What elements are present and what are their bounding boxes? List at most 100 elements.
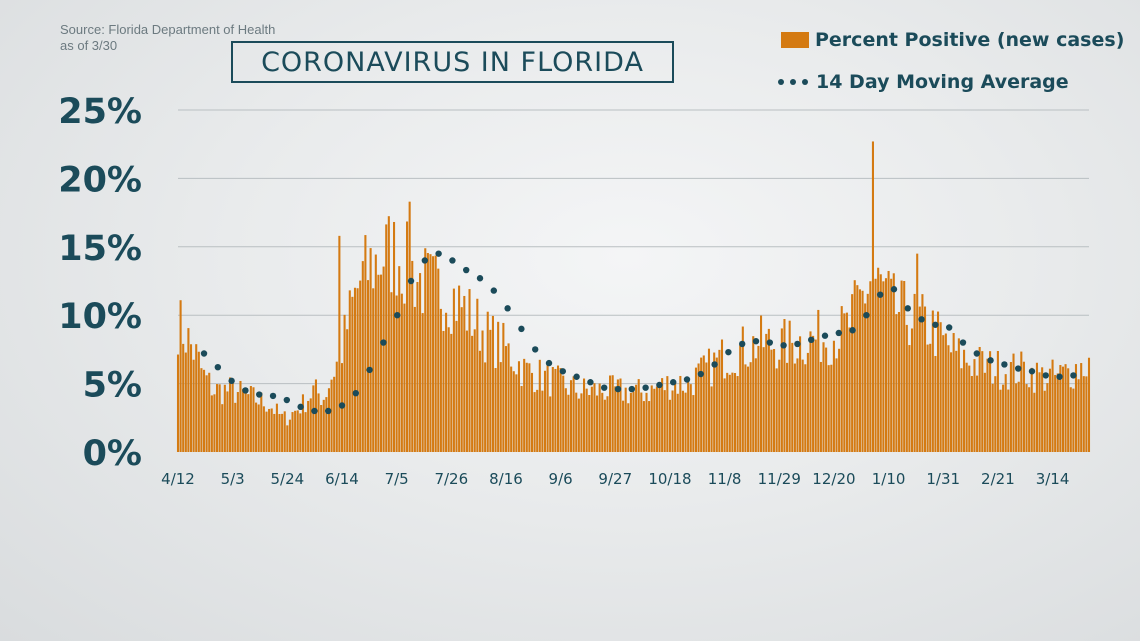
bar	[406, 221, 409, 452]
moving-average-point	[463, 266, 470, 274]
bar	[806, 352, 809, 452]
x-tick-label: 8/16	[489, 470, 523, 488]
moving-average-point	[242, 387, 249, 394]
bar	[679, 375, 682, 452]
bar	[681, 390, 684, 452]
bar	[827, 365, 830, 452]
bar	[486, 311, 489, 452]
bar	[1009, 362, 1012, 452]
bar	[390, 292, 393, 452]
bar	[471, 335, 474, 452]
bar	[200, 368, 203, 452]
bar	[593, 383, 596, 452]
bar	[393, 221, 396, 452]
bar	[296, 410, 299, 452]
bar	[236, 392, 239, 452]
bar	[684, 392, 687, 452]
bar	[934, 355, 937, 452]
moving-average-point	[366, 366, 373, 374]
bar	[283, 411, 286, 452]
bar	[996, 350, 999, 452]
bar	[994, 376, 997, 452]
moving-average-point	[1070, 372, 1077, 379]
bar	[960, 368, 963, 452]
bar	[830, 364, 833, 452]
bar	[184, 352, 187, 452]
bar	[226, 391, 229, 452]
bar	[812, 335, 815, 452]
bar	[374, 254, 377, 452]
bar	[689, 384, 692, 452]
bar	[1022, 361, 1025, 452]
bar	[208, 372, 211, 452]
bar	[939, 322, 942, 452]
moving-average-point	[435, 250, 442, 257]
bar	[856, 285, 859, 452]
bar	[936, 311, 940, 452]
bar	[887, 270, 890, 452]
moving-average-point	[338, 402, 346, 409]
bar	[437, 268, 440, 452]
bar	[957, 338, 960, 452]
bar	[799, 336, 802, 452]
bar	[382, 266, 385, 452]
bar	[616, 379, 619, 452]
x-tick-label: 10/18	[648, 470, 691, 488]
bar	[221, 404, 224, 452]
bar	[301, 394, 304, 452]
x-tick-label: 9/6	[549, 470, 573, 488]
bar	[718, 349, 721, 452]
bar	[931, 310, 934, 452]
bar	[835, 358, 838, 452]
bar	[674, 382, 677, 452]
bar	[351, 296, 354, 452]
bar	[663, 390, 666, 452]
bar	[580, 393, 583, 452]
moving-average-point	[959, 339, 967, 346]
bar	[1067, 368, 1070, 452]
moving-average-point	[283, 396, 291, 404]
moving-average-point	[766, 339, 773, 346]
bar-series	[176, 141, 1091, 452]
moving-average-point	[628, 385, 636, 393]
bar	[192, 359, 195, 452]
bar	[497, 321, 500, 452]
bar	[273, 413, 276, 452]
bar	[1082, 376, 1085, 452]
bar	[432, 256, 435, 452]
bar	[773, 349, 776, 452]
bar	[210, 395, 213, 452]
bar	[278, 414, 281, 452]
moving-average-point	[890, 286, 898, 293]
bar	[720, 339, 724, 452]
bar	[413, 306, 416, 452]
bar	[1035, 362, 1038, 452]
y-tick-label: 0%	[83, 434, 142, 474]
bar	[723, 378, 726, 452]
bar	[491, 315, 494, 452]
y-tick-label: 15%	[58, 229, 142, 269]
moving-average-point	[587, 379, 594, 386]
bar	[1059, 365, 1062, 452]
bar	[965, 362, 968, 452]
bar	[523, 358, 526, 452]
bar	[710, 386, 713, 452]
moving-average-point	[987, 357, 994, 364]
y-tick-label: 25%	[58, 92, 142, 132]
legend-item-bars: Percent Positive (new cases)	[781, 29, 1124, 51]
moving-average-point	[532, 346, 539, 353]
bar	[569, 380, 573, 452]
bar	[515, 374, 518, 452]
bar	[1028, 387, 1031, 452]
bar	[947, 345, 950, 452]
bar	[825, 347, 828, 452]
bar	[530, 372, 534, 452]
bar	[257, 404, 260, 452]
legend-item-dots: 14 Day Moving Average	[778, 71, 1069, 93]
moving-average-point	[918, 316, 925, 323]
bar	[1030, 367, 1033, 452]
bar	[541, 390, 544, 452]
moving-average-series	[200, 250, 1077, 415]
bar	[637, 379, 640, 452]
